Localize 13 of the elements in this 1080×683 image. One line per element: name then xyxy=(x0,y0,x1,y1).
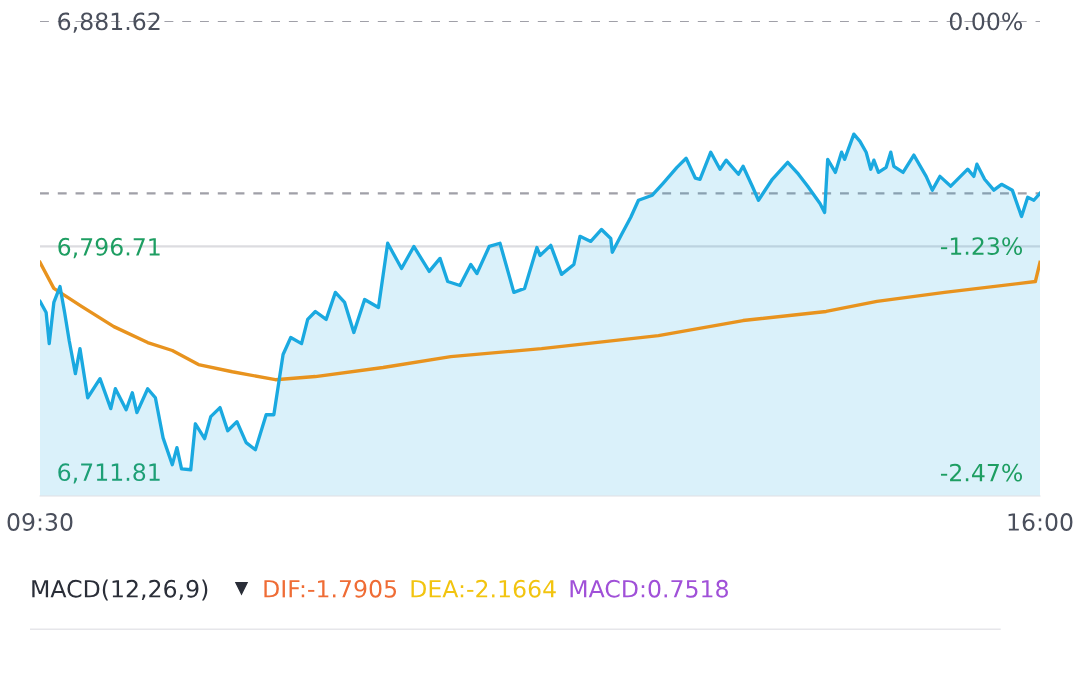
text: DEA:-2.1664 xyxy=(411,579,556,598)
x-tick-label: 09:30 xyxy=(7,513,73,531)
y-tick-label: 6,881.62 xyxy=(58,12,160,33)
x-tick-label: 16:00 xyxy=(1008,513,1073,531)
line-series xyxy=(40,260,1040,382)
y-tick-label: 6,796.71 xyxy=(58,237,160,259)
y2-tick-label: -2.47% xyxy=(940,463,1023,482)
text: MACD:0.7518 xyxy=(570,579,728,598)
y2-tick-label: -1.23% xyxy=(940,237,1023,256)
y2-tick-label: 0.00% xyxy=(949,12,1023,31)
text: DIF:-1.7905 xyxy=(264,579,397,598)
y-tick-label: 6,711.81 xyxy=(58,463,160,484)
text: MACD(12,26,9) xyxy=(32,579,208,601)
